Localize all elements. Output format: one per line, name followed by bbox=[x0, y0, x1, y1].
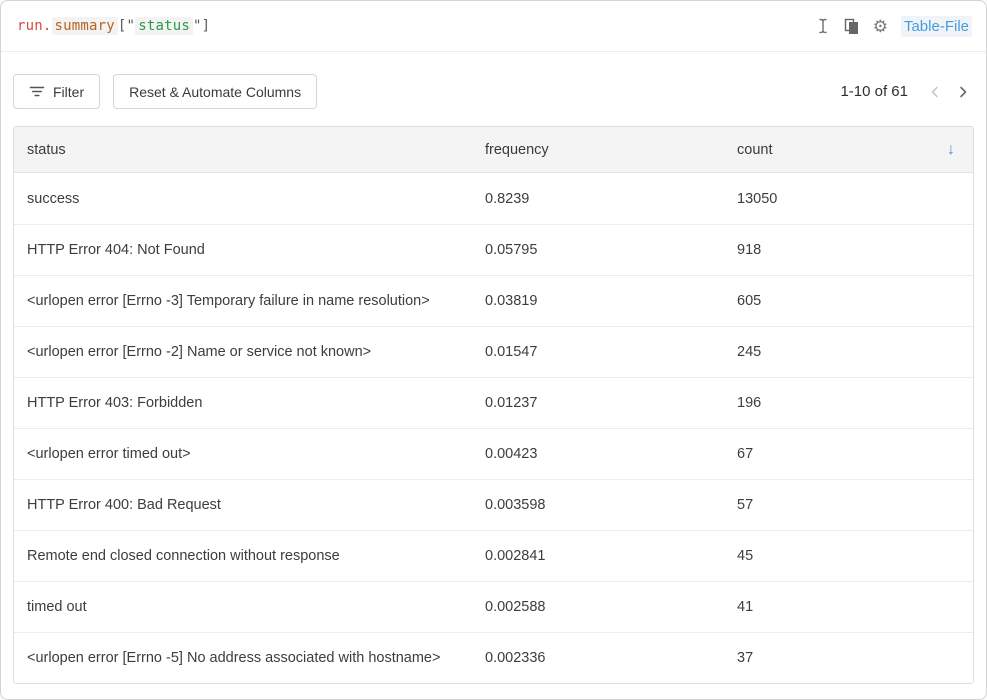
expression-token-summary: summary bbox=[51, 17, 118, 35]
reset-automate-columns-button[interactable]: Reset & Automate Columns bbox=[113, 74, 318, 109]
data-table: status frequency count ↓ success 0.8239 … bbox=[13, 126, 974, 684]
count-cell: 41 bbox=[737, 599, 754, 615]
sort-descending-icon[interactable]: ↓ bbox=[947, 140, 955, 158]
frequency-cell: 0.002588 bbox=[485, 599, 546, 615]
frequency-cell: 0.05795 bbox=[485, 242, 538, 258]
table-row: <urlopen error [Errno -2] Name or servic… bbox=[14, 326, 973, 377]
status-cell: success bbox=[27, 190, 80, 207]
table-row: HTTP Error 403: Forbidden 0.01237 196 bbox=[14, 377, 973, 428]
count-cell: 37 bbox=[737, 650, 754, 666]
status-cell: HTTP Error 403: Forbidden bbox=[27, 395, 203, 411]
expression-token-bracket-close: "] bbox=[192, 18, 211, 34]
frequency-cell: 0.002841 bbox=[485, 548, 546, 564]
status-cell: Remote end closed connection without res… bbox=[27, 548, 340, 564]
count-cell: 57 bbox=[737, 497, 754, 513]
panel-controls: ⚙ Table-File bbox=[816, 15, 972, 37]
chevron-right-icon bbox=[960, 86, 967, 97]
status-cell: HTTP Error 404: Not Found bbox=[27, 242, 205, 258]
chevron-left-icon bbox=[931, 86, 938, 97]
gear-icon[interactable]: ⚙ bbox=[872, 16, 888, 36]
filter-button-label: Filter bbox=[53, 83, 85, 100]
table-row: <urlopen error [Errno -5] No address ass… bbox=[14, 632, 973, 683]
table-row: Remote end closed connection without res… bbox=[14, 530, 973, 581]
copy-icon[interactable] bbox=[843, 18, 860, 35]
toolbar-buttons: Filter Reset & Automate Columns bbox=[13, 74, 318, 109]
expression-token-key: status bbox=[135, 17, 193, 35]
table-row: HTTP Error 400: Bad Request 0.003598 57 bbox=[14, 479, 973, 530]
column-header-count[interactable]: count bbox=[737, 141, 773, 158]
expression-token-run: run. bbox=[17, 18, 52, 34]
page-range-label: 1-10 of 61 bbox=[840, 83, 908, 100]
frequency-cell: 0.002336 bbox=[485, 650, 546, 666]
status-cell: <urlopen error timed out> bbox=[27, 446, 191, 462]
next-page-button[interactable] bbox=[954, 83, 972, 101]
expression-token-bracket-open: [" bbox=[117, 18, 136, 34]
status-cell: HTTP Error 400: Bad Request bbox=[27, 497, 221, 513]
table-row: <urlopen error timed out> 0.00423 67 bbox=[14, 428, 973, 479]
panel-type-selector[interactable]: Table-File bbox=[900, 15, 972, 37]
frequency-cell: 0.01547 bbox=[485, 344, 538, 360]
expression-input[interactable]: run. summary [" status "] bbox=[17, 17, 211, 35]
prev-page-button[interactable] bbox=[926, 83, 944, 101]
table-row: HTTP Error 404: Not Found 0.05795 918 bbox=[14, 224, 973, 275]
filter-button[interactable]: Filter bbox=[13, 74, 101, 109]
table-toolbar: Filter Reset & Automate Columns 1-10 of … bbox=[13, 74, 974, 109]
text-cursor-icon[interactable] bbox=[816, 18, 830, 34]
table-body: success 0.8239 13050 HTTP Error 404: Not… bbox=[14, 173, 973, 683]
table-header-row: status frequency count ↓ bbox=[14, 127, 973, 173]
count-cell: 245 bbox=[737, 344, 762, 360]
frequency-cell: 0.8239 bbox=[485, 190, 530, 207]
column-header-status[interactable]: status bbox=[27, 141, 66, 158]
count-cell: 13050 bbox=[737, 190, 778, 207]
table-row: timed out 0.002588 41 bbox=[14, 581, 973, 632]
reset-automate-columns-label: Reset & Automate Columns bbox=[129, 83, 302, 100]
frequency-cell: 0.01237 bbox=[485, 395, 538, 411]
table-row: success 0.8239 13050 bbox=[14, 173, 973, 224]
frequency-cell: 0.03819 bbox=[485, 293, 538, 309]
filter-icon bbox=[29, 86, 45, 97]
column-header-frequency[interactable]: frequency bbox=[485, 141, 549, 158]
frequency-cell: 0.003598 bbox=[485, 497, 546, 513]
status-cell: timed out bbox=[27, 599, 87, 615]
pagination: 1-10 of 61 bbox=[840, 83, 974, 101]
count-cell: 605 bbox=[737, 293, 762, 309]
expression-bar: run. summary [" status "] ⚙ Table-File bbox=[1, 1, 986, 52]
count-cell: 918 bbox=[737, 242, 762, 258]
status-cell: <urlopen error [Errno -2] Name or servic… bbox=[27, 344, 372, 360]
count-cell: 45 bbox=[737, 548, 754, 564]
table-row: <urlopen error [Errno -3] Temporary fail… bbox=[14, 275, 973, 326]
count-cell: 196 bbox=[737, 395, 762, 411]
status-cell: <urlopen error [Errno -5] No address ass… bbox=[27, 650, 441, 666]
count-cell: 67 bbox=[737, 446, 754, 462]
frequency-cell: 0.00423 bbox=[485, 446, 538, 462]
status-cell: <urlopen error [Errno -3] Temporary fail… bbox=[27, 293, 430, 309]
